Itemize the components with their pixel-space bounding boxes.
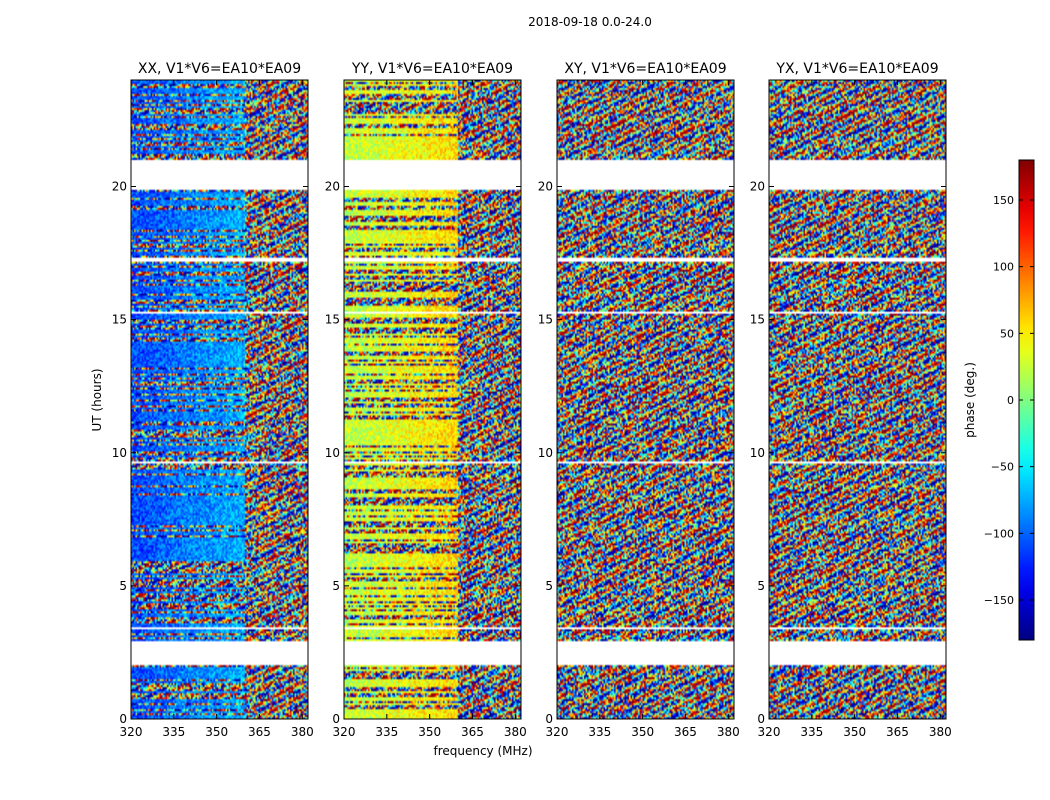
y-tick-label: 20 bbox=[750, 180, 765, 194]
y-tick-label: 5 bbox=[332, 579, 340, 593]
colorbar-tick-label: 100 bbox=[993, 261, 1014, 274]
x-tick-label: 335 bbox=[588, 725, 611, 739]
x-tick-label: 320 bbox=[120, 725, 143, 739]
chart-suptitle: 2018-09-18 0.0-24.0 bbox=[528, 15, 652, 29]
panel-title: XY, V1*V6=EA10*EA09 bbox=[564, 61, 726, 77]
phase-waterfall-image bbox=[131, 80, 308, 719]
y-tick-label: 15 bbox=[538, 313, 553, 327]
y-tick-label: 10 bbox=[750, 446, 765, 460]
x-tick-label: 350 bbox=[418, 725, 441, 739]
x-tick-label: 335 bbox=[375, 725, 398, 739]
y-tick-label: 20 bbox=[538, 180, 553, 194]
x-tick-label: 335 bbox=[800, 725, 823, 739]
colorbar-tick-label: 50 bbox=[1000, 327, 1014, 340]
phase-waterfall-image bbox=[557, 80, 734, 719]
y-tick-label: 10 bbox=[325, 446, 340, 460]
y-tick-label: 5 bbox=[757, 579, 765, 593]
x-tick-label: 335 bbox=[162, 725, 185, 739]
y-tick-label: 20 bbox=[325, 180, 340, 194]
colorbar-tick-label: 150 bbox=[993, 194, 1014, 207]
y-tick-label: 5 bbox=[545, 579, 553, 593]
y-tick-label: 0 bbox=[332, 712, 340, 726]
x-axis-label: frequency (MHz) bbox=[433, 744, 532, 758]
y-tick-label: 15 bbox=[750, 313, 765, 327]
colorbar: −150 −100 −50 0 50 100 150 bbox=[984, 159, 1035, 641]
y-tick-label: 10 bbox=[112, 446, 127, 460]
phase-waterfall-image bbox=[344, 80, 521, 719]
panel-frame bbox=[768, 79, 947, 720]
y-tick-label: 0 bbox=[119, 712, 127, 726]
colorbar-label: phase (deg.) bbox=[963, 362, 977, 438]
panel-frame bbox=[556, 79, 735, 720]
y-tick-label: 0 bbox=[757, 712, 765, 726]
y-axis-label: UT (hours) bbox=[90, 368, 104, 431]
panels-group: XX, V1*V6=EA10*EA09 320 335 350 365 380 0 5 10 15… bbox=[112, 61, 952, 739]
phase-waterfall-image bbox=[769, 80, 946, 719]
y-tick-label: 20 bbox=[112, 180, 127, 194]
x-tick-label: 365 bbox=[461, 725, 484, 739]
y-tick-label: 15 bbox=[325, 313, 340, 327]
x-tick-label: 365 bbox=[248, 725, 271, 739]
y-tick-label: 10 bbox=[538, 446, 553, 460]
x-tick-label: 380 bbox=[504, 725, 527, 739]
panel-title: YX, V1*V6=EA10*EA09 bbox=[775, 61, 938, 77]
panel-frame bbox=[130, 79, 309, 720]
x-tick-label: 380 bbox=[929, 725, 952, 739]
panel-title: XX, V1*V6=EA10*EA09 bbox=[138, 61, 301, 77]
y-tick-label: 15 bbox=[112, 313, 127, 327]
x-tick-label: 320 bbox=[758, 725, 781, 739]
panel-title: YY, V1*V6=EA10*EA09 bbox=[351, 61, 513, 77]
x-tick-label: 350 bbox=[631, 725, 654, 739]
panel-frame bbox=[343, 79, 522, 720]
y-tick-label: 0 bbox=[545, 712, 553, 726]
colorbar-tick-label: −150 bbox=[984, 594, 1014, 607]
y-tick-label: 5 bbox=[119, 579, 127, 593]
x-tick-label: 365 bbox=[886, 725, 909, 739]
x-tick-label: 350 bbox=[843, 725, 866, 739]
x-tick-label: 380 bbox=[717, 725, 740, 739]
colorbar-tick-label: −100 bbox=[984, 527, 1014, 540]
x-tick-label: 350 bbox=[205, 725, 228, 739]
x-tick-label: 365 bbox=[674, 725, 697, 739]
colorbar-tick-label: −50 bbox=[991, 461, 1014, 474]
x-tick-label: 320 bbox=[546, 725, 569, 739]
x-tick-label: 320 bbox=[333, 725, 356, 739]
colorbar-tick-label: 0 bbox=[1007, 394, 1014, 407]
x-tick-label: 380 bbox=[291, 725, 314, 739]
